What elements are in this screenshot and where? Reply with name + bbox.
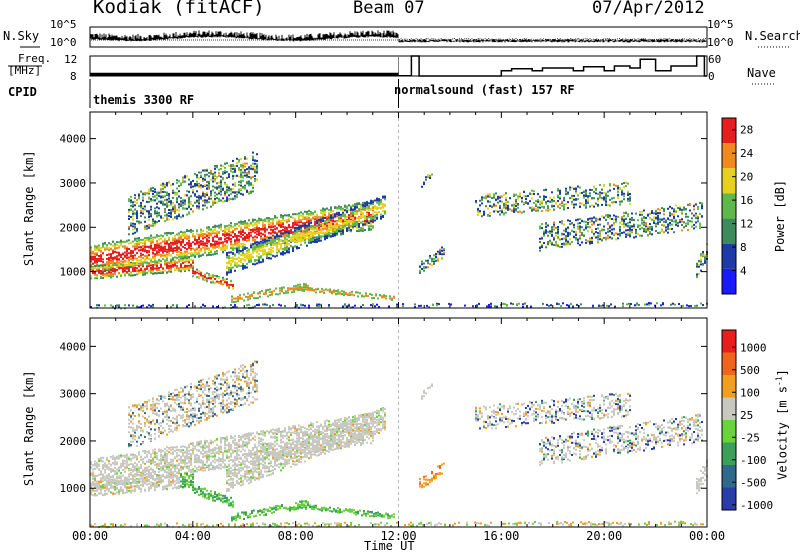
- x-axis-label: Time UT: [364, 539, 415, 553]
- velocity-colorbar-tick-label: 100: [740, 386, 760, 399]
- power-colorbar-swatch: [722, 193, 736, 219]
- power-ytick-label: 1000: [60, 266, 87, 279]
- power-colorbar-swatch: [722, 118, 736, 144]
- noise-tick-bottom-right: 10^0: [707, 36, 734, 49]
- velocity-colorbar-tick-label: 500: [740, 364, 760, 377]
- nave-line: [90, 55, 707, 77]
- noise-panel-frame: [89, 26, 708, 48]
- power-colorbar-swatch: [722, 168, 736, 194]
- nave-tick-top: 60: [708, 53, 722, 66]
- freq-label-1: Freq.: [18, 52, 52, 65]
- noise-tick-top-right: 10^5: [707, 18, 734, 31]
- x-tick-label: 00:00: [72, 529, 108, 543]
- nsearch-label: N.Search: [745, 29, 800, 43]
- velocity-ytick-label: 1000: [60, 482, 87, 495]
- power-colorbar-tick-label: 12: [740, 218, 753, 231]
- velocity-colorbar-tick-label: -25: [740, 431, 760, 444]
- power-colorbar-tick-label: 4: [740, 265, 747, 278]
- power-colorbar-swatch: [722, 243, 736, 269]
- x-tick-label: 20:00: [586, 529, 622, 543]
- power-colorbar-tick-label: 8: [740, 241, 747, 254]
- power-colorbar-tick-label: 28: [740, 124, 753, 137]
- velocity-colorbar-tick-label: 1000: [740, 341, 767, 354]
- velocity-ytick-label: 3000: [60, 388, 87, 401]
- cpid-label: CPID: [8, 85, 37, 99]
- velocity-colorbar-tick-label: -500: [740, 476, 767, 489]
- x-tick-label: 16:00: [483, 529, 519, 543]
- velocity-colorbar-tick-label: 25: [740, 409, 753, 422]
- freq-label-2: [MHz]: [8, 64, 42, 77]
- x-tick-label: 04:00: [175, 529, 211, 543]
- cpid-segment-2: normalsound (fast) 157 RF: [394, 83, 575, 97]
- nsky-label: N.Sky: [3, 29, 40, 43]
- beam-title: Beam 07: [353, 0, 425, 18]
- power-colorbar-swatch: [722, 143, 736, 169]
- x-tick-label: 08:00: [278, 529, 314, 543]
- velocity-colorbar-swatch: [722, 397, 736, 420]
- noise-tick-bottom-left: 10^0: [50, 36, 77, 49]
- nave-tick-bottom: 0: [708, 70, 715, 83]
- power-colorbar-swatch: [722, 218, 736, 244]
- power-panel-cells: [90, 151, 708, 310]
- velocity-colorbar-swatch: [722, 465, 736, 488]
- velocity-colorbar-swatch: [722, 487, 736, 510]
- nave-label: Nave: [747, 66, 776, 80]
- velocity-ytick-label: 2000: [60, 435, 87, 448]
- x-tick-label: 12:00: [380, 529, 416, 543]
- power-ytick-label: 4000: [60, 133, 87, 146]
- noise-tick-top-left: 10^5: [50, 18, 77, 31]
- x-tick-label: 00:00: [689, 529, 725, 543]
- power-colorbar-tick-label: 16: [740, 194, 753, 207]
- power-colorbar-tick-label: 24: [740, 147, 754, 160]
- station-title: Kodiak (fitACF): [93, 0, 265, 18]
- velocity-colorbar-swatch: [722, 352, 736, 375]
- freq-tick-bottom: 8: [70, 70, 77, 83]
- cpid-segment-1: themis 3300 RF: [93, 93, 195, 107]
- velocity-colorbar-tick-label: -100: [740, 454, 767, 467]
- velocity-colorbar-tick-label: -1000: [740, 499, 773, 512]
- velocity-colorbar-swatch: [722, 420, 736, 443]
- velocity-colorbar-swatch: [722, 375, 736, 398]
- power-ytick-label: 3000: [60, 177, 87, 190]
- velocity-ytick-label: 4000: [60, 340, 87, 353]
- noise-search-line: [91, 37, 707, 41]
- date-title: 07/Apr/2012: [592, 0, 705, 18]
- power-colorbar-swatch: [722, 268, 736, 294]
- power-colorbar-tick-label: 20: [740, 171, 753, 184]
- power-colorbar-frame: [721, 117, 737, 295]
- velocity-panel-cells: [90, 360, 708, 529]
- velocity-colorbar-swatch: [722, 442, 736, 465]
- power-ytick-label: 2000: [60, 221, 87, 234]
- freq-tick-top: 12: [64, 53, 78, 66]
- velocity-colorbar-swatch: [722, 330, 736, 353]
- noise-sky-line: [90, 30, 707, 43]
- velocity-colorbar-frame: [721, 329, 737, 511]
